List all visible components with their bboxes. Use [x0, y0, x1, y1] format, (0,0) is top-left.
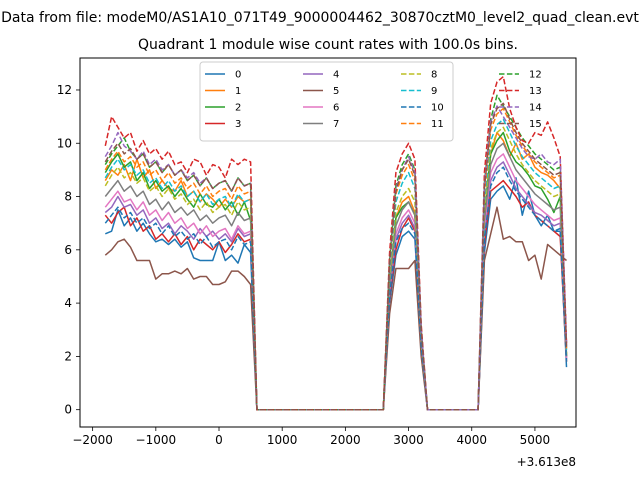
x-offset-label: +3.613e8: [517, 455, 576, 469]
y-tick-label: 0: [64, 403, 72, 417]
legend-label-4: 4: [333, 70, 339, 81]
y-tick-label: 8: [64, 190, 72, 204]
legend-label-10: 10: [431, 103, 444, 114]
x-tick-label: −2000: [72, 433, 113, 447]
y-tick-label: 4: [64, 296, 72, 310]
x-tick-label: 1000: [267, 433, 298, 447]
y-tick-label: 6: [64, 243, 72, 257]
y-tick-label: 12: [57, 83, 72, 97]
legend-label-15: 15: [529, 119, 542, 130]
x-tick-label: 0: [215, 433, 223, 447]
series-line-15: [104, 102, 568, 411]
legend-label-3: 3: [235, 119, 241, 130]
legend-label-0: 0: [235, 70, 241, 81]
x-tick-label: −1000: [136, 433, 177, 447]
x-tick-label: 5000: [520, 433, 551, 447]
chart-title: Quadrant 1 module wise count rates with …: [138, 37, 518, 53]
legend-label-6: 6: [333, 103, 339, 114]
axes-frame: [79, 57, 577, 428]
legend-label-13: 13: [529, 86, 542, 97]
series-lines: [104, 75, 568, 411]
y-tick-label: 10: [57, 136, 72, 150]
x-axis: −2000 −1000 0 1000 2000 3000 4000 5000: [72, 427, 550, 447]
legend-label-14: 14: [529, 103, 542, 114]
y-tick-label: 2: [64, 349, 72, 363]
legend-label-7: 7: [333, 119, 339, 130]
legend-label-11: 11: [431, 119, 444, 130]
plot-area: [104, 75, 568, 411]
legend-label-12: 12: [529, 70, 542, 81]
legend-label-9: 9: [431, 86, 437, 97]
legend-label-2: 2: [235, 103, 241, 114]
x-tick-label: 2000: [330, 433, 361, 447]
y-axis: 0 2 4 6 8 10 12: [57, 83, 80, 417]
legend-label-8: 8: [431, 70, 437, 81]
legend-label-5: 5: [333, 86, 339, 97]
x-tick-label: 3000: [393, 433, 424, 447]
legend-label-1: 1: [235, 86, 241, 97]
figure-suptitle: Data from file: modeM0/AS1A10_071T49_900…: [1, 10, 639, 26]
x-tick-label: 4000: [456, 433, 487, 447]
legend-frame: [199, 61, 454, 142]
